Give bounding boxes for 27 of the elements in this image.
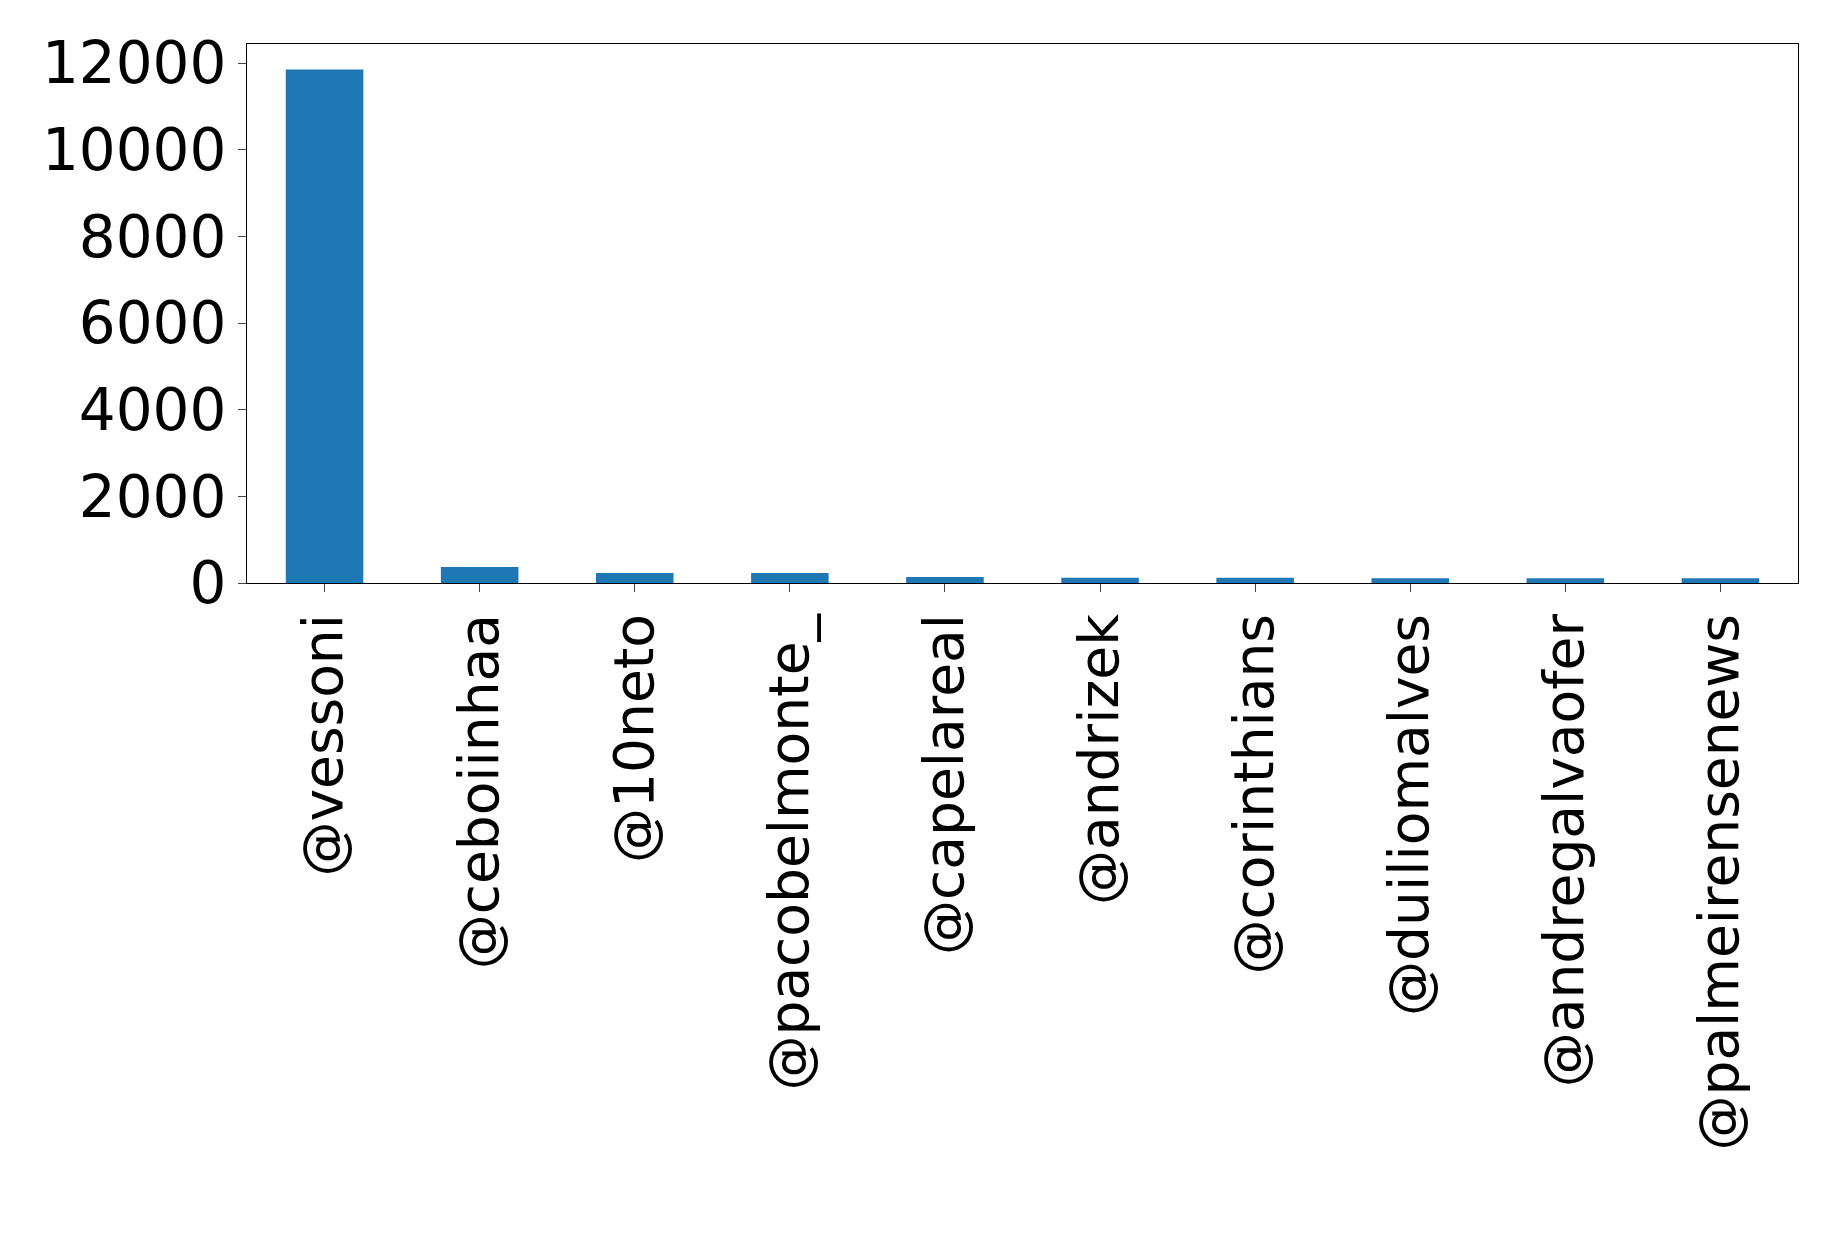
bar [1371,578,1450,583]
y-tick-label: 10000 [41,116,227,185]
y-tick-label: 12000 [41,29,227,98]
x-tick-label: @10neto [601,614,666,863]
x-tick-label: @duiliomalves [1377,614,1442,1016]
x-tick-label: @andregalvaofer [1532,613,1597,1088]
bar [1681,578,1760,583]
bar [1526,578,1605,583]
x-tick-label: @capelareal [911,614,976,955]
y-tick-label: 8000 [78,202,227,271]
bar [440,566,519,583]
y-tick-label: 2000 [78,462,227,531]
bar [1216,577,1294,583]
x-tick-label: @andrizek [1066,613,1131,905]
x-tick-label: @vessoni [291,614,356,877]
bar [1061,577,1139,583]
x-tick-label: @corinthians [1222,614,1287,975]
x-tick-label: @ceboiinhaa [446,614,511,970]
y-tick-label: 4000 [78,375,227,444]
x-tick-label: @pacobelmonte_ [756,612,821,1091]
bar [906,576,984,583]
y-tick-label: 6000 [78,289,227,358]
bar [285,69,364,583]
bar [751,573,829,583]
bar [595,573,674,583]
x-tick-label: @palmeirensenews [1687,614,1752,1151]
y-tick-label: 0 [189,549,227,618]
